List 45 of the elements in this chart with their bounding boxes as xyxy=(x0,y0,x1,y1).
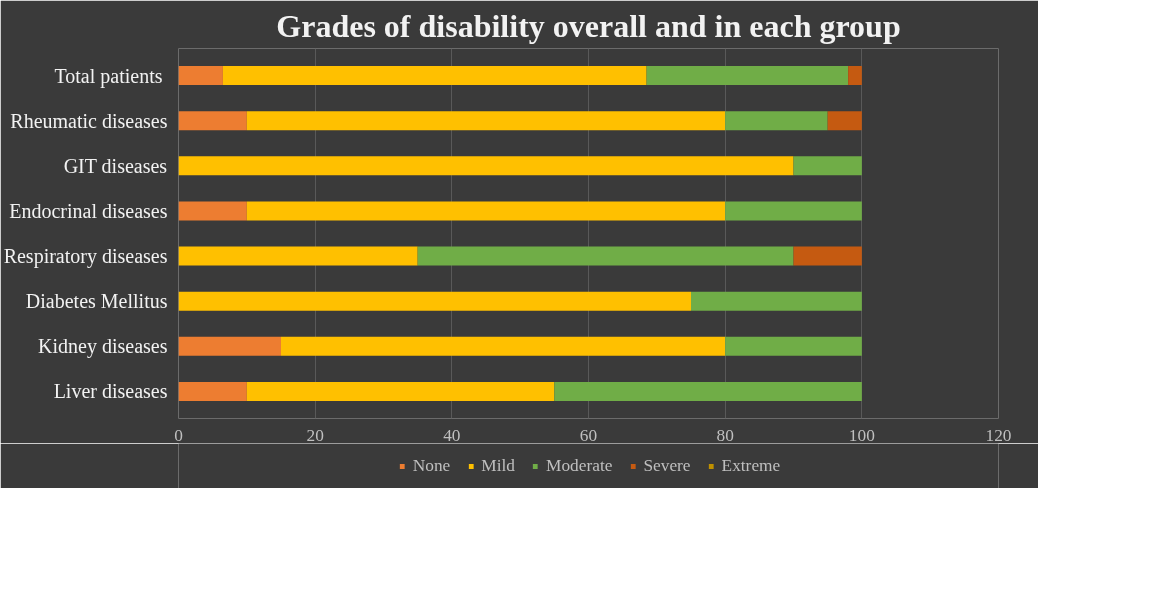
y-tick-label: Liver diseases xyxy=(53,380,168,403)
bar xyxy=(178,246,418,266)
x-tick-label: 0 xyxy=(174,425,183,445)
bar xyxy=(793,246,862,266)
bar xyxy=(691,291,862,311)
y-tick-label: GIT diseases xyxy=(63,154,168,177)
bar xyxy=(246,111,726,131)
bar xyxy=(417,246,794,266)
y-tick-label: Kidney diseases xyxy=(38,335,168,359)
x-tick-label: 40 xyxy=(443,425,461,445)
bar xyxy=(725,336,862,356)
bar xyxy=(222,66,647,86)
y-tick-label: Rheumatic diseases xyxy=(10,109,168,132)
bar xyxy=(178,111,247,131)
x-tick-label: 60 xyxy=(579,425,598,445)
x-tick-label: 120 xyxy=(985,425,1012,445)
bar xyxy=(725,111,828,131)
y-tick-label: Endocrinal diseases xyxy=(9,199,168,222)
legend-label: Moderate xyxy=(545,455,613,476)
bar xyxy=(281,336,726,356)
x-tick-label: 80 xyxy=(716,425,734,445)
bar xyxy=(793,156,862,176)
x-tick-label: 100 xyxy=(848,425,875,445)
bar xyxy=(848,66,862,86)
legend-label: Mild xyxy=(481,455,515,476)
bar xyxy=(827,111,862,131)
bar xyxy=(178,156,794,176)
y-tick-label: Total patients xyxy=(54,64,163,88)
bar xyxy=(246,201,726,221)
legend-label: Extreme xyxy=(721,455,781,476)
bar xyxy=(178,66,223,86)
bar xyxy=(246,381,555,401)
bar xyxy=(178,201,247,221)
y-tick-label: Diabetes Mellitus xyxy=(25,290,168,313)
bar xyxy=(554,381,862,401)
bar xyxy=(646,66,849,86)
bar xyxy=(178,291,691,311)
x-tick-label: 20 xyxy=(306,425,324,445)
chart-title: Grades of disability overall and in each group xyxy=(276,7,901,44)
y-tick-label: Respiratory diseases xyxy=(3,245,168,269)
bar xyxy=(725,201,862,221)
legend-label: Severe xyxy=(643,455,691,476)
bar xyxy=(178,336,281,356)
bar xyxy=(178,381,247,401)
legend-label: None xyxy=(412,455,451,476)
